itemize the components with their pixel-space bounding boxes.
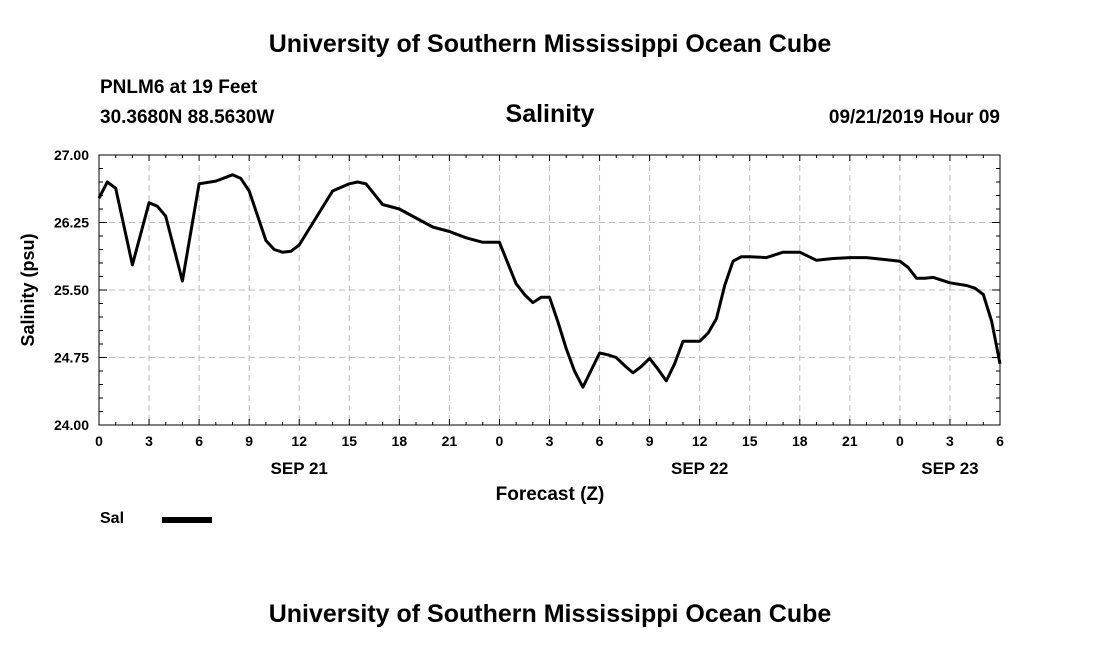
x-tick-label: 3 — [946, 433, 954, 449]
x-tick-labels: 0 3 6 9 12 15 18 21 0 3 6 9 12 15 18 21 0 3 6 — [95, 433, 1004, 449]
x-tick-label: 6 — [996, 433, 1004, 449]
x-tick-label: 21 — [442, 433, 458, 449]
plot-frame — [98, 154, 1001, 426]
legend-swatch — [162, 517, 212, 523]
x-tick-label: 6 — [596, 433, 604, 449]
y-tick-label: 25.50 — [54, 282, 89, 298]
salinity-chart: 0 3 6 9 12 15 18 21 0 3 6 9 12 15 18 21 0 3 6 24.00 24.75 25… — [18, 147, 1004, 505]
x-tick-label: 9 — [245, 433, 253, 449]
series-line-sal — [97, 173, 1002, 389]
x-tick-label: 3 — [145, 433, 153, 449]
footer-title: University of Southern Mississippi Ocean… — [268, 600, 832, 628]
date-label: SEP 23 — [921, 459, 978, 478]
x-tick-label: 15 — [742, 433, 758, 449]
date-label: SEP 22 — [671, 459, 728, 478]
x-tick-label: 18 — [792, 433, 808, 449]
legend-label: Sal — [100, 510, 125, 527]
y-tick-label: 24.00 — [54, 417, 89, 433]
date-labels: SEP 21 SEP 22 SEP 23 — [271, 459, 979, 478]
datetime-label: 09/21/2019 Hour 09 — [828, 107, 1000, 128]
chart-title: Salinity — [505, 100, 595, 128]
date-label: SEP 21 — [271, 459, 328, 478]
chart-grid — [99, 155, 1000, 425]
x-tick-label: 12 — [291, 433, 307, 449]
x-tick-label: 15 — [341, 433, 357, 449]
y-tick-labels: 24.00 24.75 25.50 26.25 27.00 — [54, 147, 89, 433]
x-tick-label: 0 — [95, 433, 103, 449]
y-axis-label: Salinity (psu) — [18, 233, 38, 346]
coordinates-label: 30.3680N 88.5630W — [100, 107, 275, 128]
x-axis-label: Forecast (Z) — [496, 484, 605, 505]
x-tick-label: 21 — [842, 433, 858, 449]
x-tick-label: 6 — [195, 433, 203, 449]
x-tick-label: 3 — [546, 433, 554, 449]
y-tick-label: 24.75 — [54, 350, 89, 366]
y-tick-label: 26.25 — [54, 215, 89, 231]
x-tick-label: 12 — [692, 433, 708, 449]
x-tick-label: 9 — [646, 433, 654, 449]
station-label: PNLM6 at 19 Feet — [100, 77, 258, 98]
x-tick-label: 0 — [496, 433, 504, 449]
x-tick-label: 18 — [392, 433, 408, 449]
page-title: University of Southern Mississippi Ocean… — [268, 30, 832, 58]
x-tick-label: 0 — [896, 433, 904, 449]
y-tick-label: 27.00 — [54, 147, 89, 163]
